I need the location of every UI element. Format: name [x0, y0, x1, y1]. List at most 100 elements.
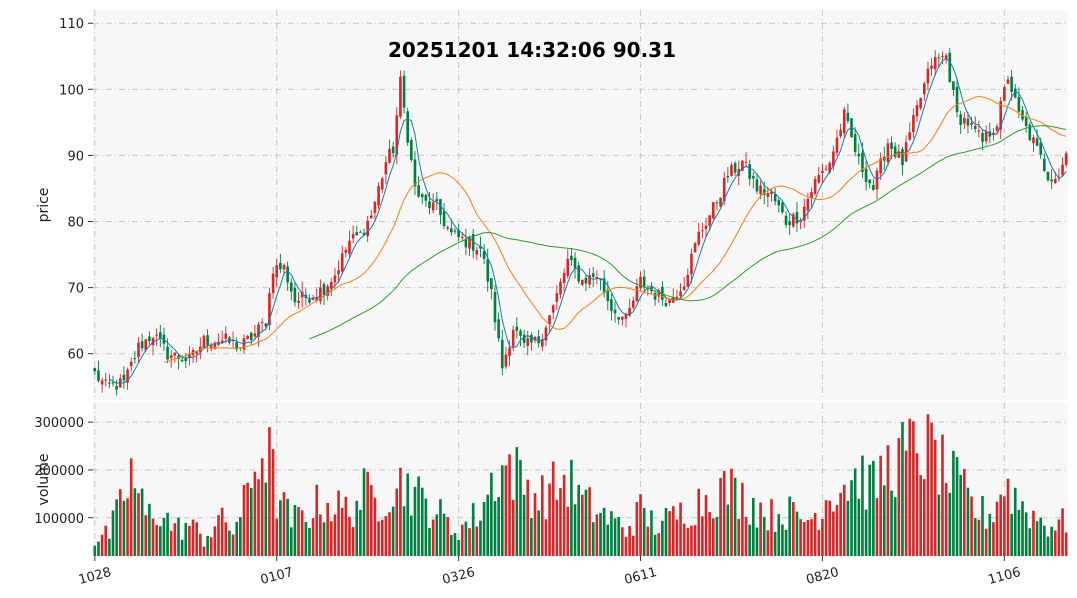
- candle-body: [810, 192, 813, 199]
- x-axis: 1028 0107 0326 0611 0820 1106: [77, 556, 1022, 588]
- volume-bar: [108, 538, 111, 556]
- candle-body: [773, 194, 777, 202]
- volume-bar: [402, 506, 406, 556]
- x-tick-label: 1106: [987, 565, 1023, 588]
- volume-bar: [319, 514, 322, 556]
- volume-bar: [977, 519, 981, 556]
- candle-body: [108, 382, 111, 384]
- volume-bar: [370, 485, 373, 556]
- volume-bar: [482, 501, 486, 556]
- volume-bar: [599, 512, 602, 556]
- volume-bar: [417, 476, 420, 556]
- volume-bar: [602, 507, 606, 556]
- volume-bar: [493, 501, 497, 556]
- volume-bar: [508, 454, 511, 556]
- candle-body: [613, 309, 617, 314]
- candle-body: [351, 234, 355, 239]
- candle-body: [584, 277, 588, 284]
- volume-bar: [919, 475, 922, 556]
- volume-bar: [606, 524, 610, 556]
- volume-bar: [566, 506, 570, 556]
- volume-bar: [526, 479, 530, 556]
- volume-bar: [762, 516, 766, 556]
- volume-bar: [624, 536, 628, 556]
- volume-bar: [406, 473, 410, 556]
- volume-bar: [428, 527, 431, 556]
- candle-body: [260, 322, 264, 324]
- volume-bar: [639, 494, 642, 556]
- volume-bar: [180, 539, 184, 556]
- volume-bar: [631, 535, 635, 556]
- volume-axis: 100000 200000 300000: [34, 416, 93, 527]
- volume-bar: [395, 488, 399, 556]
- volume-bar: [882, 485, 886, 556]
- candle-body: [417, 185, 420, 197]
- volume-bar: [679, 502, 682, 556]
- candle-body: [777, 200, 781, 206]
- candle-body: [169, 355, 173, 359]
- volume-bar: [337, 490, 340, 556]
- candle-body: [930, 65, 933, 69]
- volume-bar: [122, 500, 126, 556]
- candle-body: [235, 342, 239, 350]
- candle-body: [450, 228, 453, 233]
- candle-body: [166, 346, 169, 360]
- candle-body: [628, 307, 631, 316]
- volume-bar: [282, 492, 286, 556]
- candle-body: [835, 137, 839, 153]
- volume-bar: [315, 484, 319, 556]
- volume-bar: [846, 500, 850, 556]
- volume-bar: [544, 519, 548, 556]
- candle-body: [148, 336, 151, 342]
- candle-body: [188, 354, 191, 358]
- volume-bar: [875, 498, 879, 556]
- volume-bar: [835, 504, 839, 556]
- candle-body: [282, 264, 286, 270]
- candle-body: [959, 114, 962, 125]
- volume-bar: [111, 510, 115, 556]
- candle-body: [664, 302, 668, 307]
- candle-body: [253, 333, 257, 337]
- candle-body: [904, 142, 908, 162]
- volume-bar: [148, 503, 151, 556]
- volume-bar: [173, 523, 177, 556]
- volume-bar: [460, 524, 464, 556]
- candle-body: [1061, 164, 1064, 176]
- volume-bar: [275, 518, 279, 556]
- volume-bar: [246, 482, 249, 556]
- candle-body: [388, 148, 391, 163]
- price-tick-label: 110: [59, 17, 84, 32]
- volume-bar: [351, 527, 355, 556]
- candle-body: [908, 132, 912, 140]
- volume-bar: [1021, 501, 1024, 556]
- candle-body: [1046, 172, 1050, 181]
- candle-body: [1050, 179, 1053, 182]
- candle-body: [1043, 158, 1046, 171]
- volume-bar: [1057, 519, 1061, 556]
- volume-bars: [93, 414, 1068, 556]
- candle-body: [813, 178, 817, 194]
- candle-body: [562, 272, 566, 283]
- volume-bar: [497, 496, 500, 556]
- volume-bar: [693, 525, 697, 556]
- x-tick-label: 1028: [77, 565, 113, 588]
- volume-bar: [784, 529, 788, 556]
- candle-body: [886, 143, 890, 162]
- candle-body: [420, 194, 424, 198]
- candle-body: [497, 319, 500, 339]
- candle-body: [180, 359, 184, 362]
- volume-bar: [802, 522, 806, 556]
- candle-body: [570, 255, 573, 261]
- candle-body: [446, 227, 450, 229]
- candle-body: [955, 86, 959, 113]
- candles: [93, 47, 1068, 396]
- candle-body: [297, 300, 300, 303]
- volume-bar: [162, 517, 166, 556]
- ma-line-ma20: [163, 95, 1067, 363]
- volume-bar: [733, 477, 737, 556]
- candle-body: [111, 382, 115, 384]
- candle-body: [770, 191, 773, 194]
- volume-bar: [671, 506, 675, 556]
- candle-body: [442, 211, 446, 227]
- volume-bar: [271, 449, 275, 556]
